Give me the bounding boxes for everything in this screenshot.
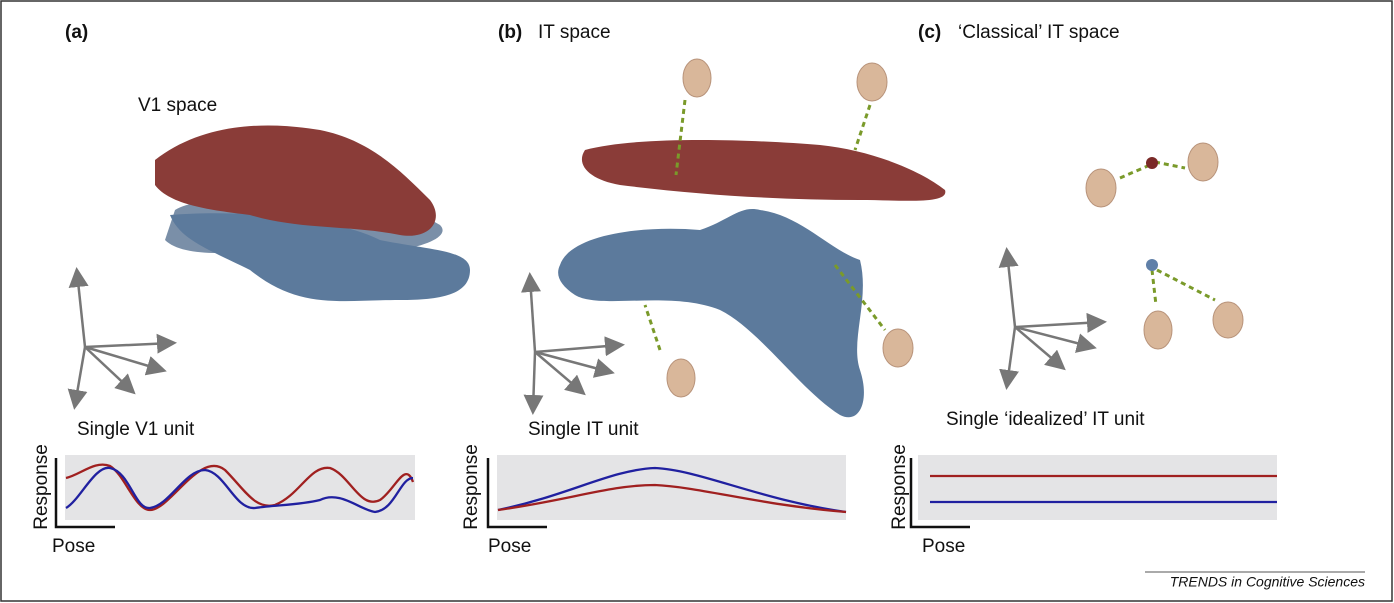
arrow — [535, 345, 620, 352]
it-manifold-red — [582, 140, 945, 201]
connector — [855, 105, 870, 150]
arrow — [530, 277, 535, 352]
panel-title: ‘Classical’ IT space — [958, 22, 1120, 43]
face — [1213, 302, 1243, 338]
arrow — [77, 272, 85, 347]
point — [1146, 259, 1158, 271]
y-axis-label: Response — [31, 444, 52, 530]
panel-title: IT space — [538, 22, 611, 43]
figure: (a) V1 space Single V1 unit Response Pos… — [0, 0, 1394, 603]
unit-label: Single IT unit — [528, 419, 639, 440]
unit-label: Single ‘idealized’ IT unit — [946, 409, 1145, 430]
y-axis-label: Response — [889, 444, 910, 530]
x-axis-label: Pose — [922, 536, 965, 557]
x-axis-label: Pose — [488, 536, 531, 557]
y-axis-label: Response — [461, 444, 482, 530]
face — [1144, 311, 1172, 349]
panel-label: (b) — [498, 22, 522, 43]
point — [1146, 157, 1158, 169]
v1-manifolds — [155, 125, 470, 301]
face — [667, 359, 695, 397]
arrow — [1015, 322, 1102, 327]
axes-icon — [75, 272, 172, 405]
connector — [645, 305, 660, 350]
plot-bg — [918, 455, 1277, 520]
space-label: V1 space — [138, 95, 217, 116]
face — [1188, 143, 1218, 181]
face — [683, 59, 711, 97]
x-axis-label: Pose — [52, 536, 95, 557]
face — [1086, 169, 1116, 207]
panel-label: (a) — [65, 22, 88, 43]
axes-icon — [1007, 252, 1102, 385]
unit-label: Single V1 unit — [77, 419, 195, 440]
it-manifold-blue — [558, 209, 864, 417]
panel-label: (c) — [918, 22, 941, 43]
connector — [1152, 270, 1215, 305]
arrow — [1007, 327, 1015, 385]
face — [857, 63, 887, 101]
footer: TRENDS in Cognitive Sciences — [1170, 574, 1365, 590]
arrow — [85, 343, 172, 347]
face — [883, 329, 913, 367]
arrow — [533, 352, 535, 410]
arrow — [1007, 252, 1015, 327]
arrow — [75, 347, 85, 405]
